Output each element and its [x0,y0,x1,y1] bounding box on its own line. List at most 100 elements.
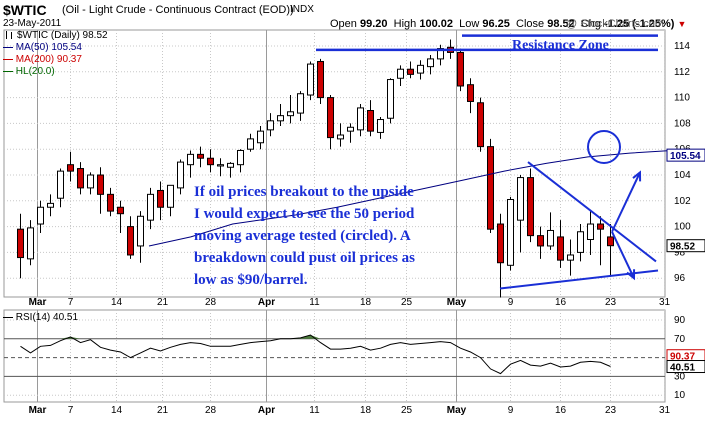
legend-hl: HL(20.0) [3,66,55,77]
note-text-line: If oil prices breakout to the upside [194,184,414,200]
close-value: 98.52 [547,18,575,30]
x-tick-label: 16 [555,297,567,308]
last-price-tag: 98.52 [670,242,695,253]
rsi-grid [4,310,665,402]
candle [557,220,564,268]
candle-body-down [117,206,124,215]
ma50-series [148,148,705,247]
x-tick-label-rsi: Mar [29,405,47,416]
open-label: Open [330,18,357,30]
candle [537,226,544,259]
candle-body-up [507,199,514,266]
ma50-line [148,148,705,247]
candle-body-up [247,138,254,150]
x-tick-label-rsi: 16 [555,405,567,416]
legend-main: $WTIC (Daily) 98.52 [3,30,108,41]
annotation-layer: Resistance Zone If oil prices breakout to… [194,34,659,290]
x-tick-label-rsi: May [447,405,467,416]
x-tick-label-rsi: 14 [111,405,123,416]
candle [597,216,604,266]
candle [97,167,104,214]
y-tick-label: 102 [674,196,691,207]
candle-body-up [387,79,394,119]
rsi-tick-label: 90 [674,315,686,326]
chg-value: -1.25 (-1.25%) [604,18,675,30]
legend-main-label: $WTIC (Daily) 98.52 [17,30,108,41]
exchange-label: INDX [290,4,314,15]
chart-date: 23-May-2011 [3,18,62,29]
candle [487,138,494,234]
candle-body-up [297,93,304,114]
low-value: 96.25 [482,18,510,30]
note-text-line: moving average tested (circled). A [194,228,411,244]
y-tick-label: 100 [674,222,691,233]
candle-body-up [267,120,274,131]
note-text-line: breakdown could pust oil prices as [194,250,415,266]
candle [327,95,334,150]
candle [547,212,554,250]
candle-body-down [127,226,134,256]
candle [417,60,424,80]
x-tick-label: Apr [258,297,275,308]
x-tick-label: 7 [68,297,74,308]
x-tick-label: 31 [659,297,671,308]
down-arrow-icon: ▼ [677,19,687,29]
x-tick-label: 23 [605,297,617,308]
candle [507,196,514,271]
ma50-price-tag: 105.54 [670,151,701,162]
high-label: High [393,18,417,30]
legend-ma200-label: MA(200) 90.37 [15,54,82,65]
ma200-rsi-tag: 90.37 [670,352,695,363]
breakdown-arrow [611,231,635,279]
x-tick-label-rsi: 11 [309,405,320,416]
legend-hl-label: HL(20.0) [15,66,55,77]
candle [117,200,124,234]
candle [217,158,224,177]
x-tick-label: Mar [29,297,47,308]
x-tick-label-rsi: 9 [508,405,514,416]
y-tick-label: 112 [674,67,690,78]
candle-body-down [467,84,474,102]
candle-body-up [187,153,194,166]
candle-body-up [147,193,154,221]
candle [147,187,154,230]
candle-body-up [377,119,384,133]
candle [17,213,24,279]
candle-body-down [557,236,564,261]
candle-body-down [207,157,214,166]
candle [77,162,84,195]
candle-body-up [417,64,424,74]
candle-body-down [197,153,204,159]
candle [167,184,174,217]
breakdown-arrow-head [626,269,636,281]
candle [27,220,34,266]
candle [127,216,134,259]
chg-label: Chg [580,18,602,30]
candle-body-up [27,227,34,260]
candle-body-down [77,168,84,189]
candle-body-up [357,107,364,131]
candle [57,168,64,208]
candlestick-series [17,39,614,298]
x-tick-label: 25 [401,297,413,308]
candle-body-up [57,170,64,199]
candle [357,104,364,137]
candle-body-up [427,58,434,68]
candle [47,194,54,217]
x-tick-label-rsi: 23 [605,405,617,416]
candle-body-down [67,164,74,172]
x-tick-label-rsi: 25 [401,405,413,416]
candle [297,91,304,121]
legend-ma50: MA(50) 105.54 [3,42,82,53]
ma50-price-tag-box [666,148,705,162]
note-text-line: I would expect to see the 50 period [194,206,415,222]
candle [247,133,254,152]
candle-body-down [317,60,324,99]
x-tick-label-rsi: 31 [659,405,671,416]
y-tick-label: 110 [674,93,690,104]
candle [527,168,534,243]
candle-body-up [337,134,344,140]
legend-ma50-label: MA(50) 105.54 [15,42,82,53]
instrument-description: (Oil - Light Crude - Continuous Contract… [62,4,294,16]
rsi-value-tag-box [666,360,705,374]
